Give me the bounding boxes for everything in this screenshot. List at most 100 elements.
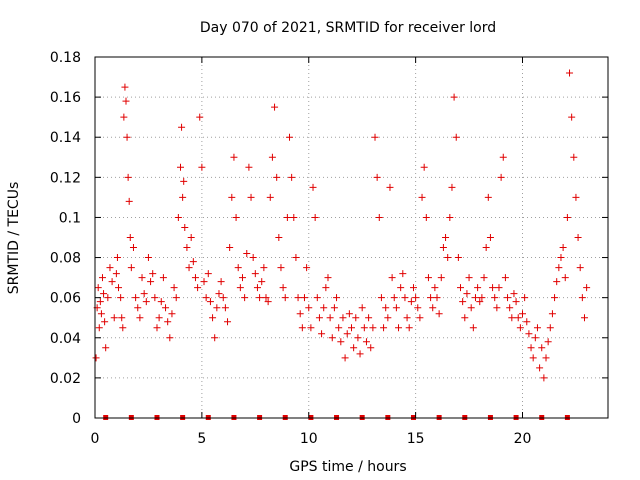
- data-point: [574, 234, 582, 241]
- grid-lines: [95, 57, 608, 418]
- data-point: [213, 304, 221, 312]
- data-point: [181, 223, 189, 231]
- data-point: [427, 294, 435, 302]
- y-tick-label: 0.14: [50, 130, 81, 146]
- data-point: [482, 244, 490, 252]
- data-point: [474, 284, 482, 292]
- data-point: [126, 234, 134, 241]
- data-point: [187, 234, 195, 241]
- data-point: [110, 314, 118, 322]
- data-point: [491, 294, 499, 302]
- data-point: [533, 324, 541, 332]
- data-point: [177, 163, 184, 171]
- data-point: [341, 354, 349, 362]
- data-point: [95, 324, 103, 332]
- data-point: [525, 330, 533, 338]
- data-point: [386, 183, 394, 191]
- data-point: [516, 324, 524, 332]
- data-point: [138, 274, 146, 282]
- data-point: [499, 153, 507, 161]
- data-point: [162, 304, 170, 312]
- data-point: [196, 113, 204, 121]
- data-point: [390, 294, 398, 302]
- data-point: [476, 298, 484, 306]
- data-point: [523, 318, 531, 326]
- data-point: [463, 290, 471, 298]
- data-point: [514, 314, 522, 322]
- data-point: [418, 193, 426, 201]
- data-point: [369, 324, 377, 332]
- data-point: [215, 290, 223, 298]
- data-point: [211, 334, 219, 342]
- data-point: [185, 264, 193, 272]
- data-point: [510, 290, 518, 298]
- data-point: [305, 304, 313, 312]
- data-point: [486, 234, 494, 241]
- data-point: [538, 344, 546, 352]
- data-point: [234, 264, 242, 272]
- data-point: [493, 304, 501, 312]
- data-point: [245, 163, 253, 171]
- data-point: [457, 284, 465, 292]
- x-tick-labels: 0 5 10 15 20: [91, 431, 532, 447]
- data-point: [435, 310, 443, 318]
- data-point: [414, 304, 422, 312]
- data-point: [324, 274, 332, 282]
- data-point: [224, 318, 232, 326]
- data-point: [576, 264, 584, 272]
- y-tick-label: 0.18: [50, 50, 81, 66]
- data-point: [337, 338, 345, 346]
- data-point: [527, 344, 535, 352]
- x-axis-label: GPS time / hours: [289, 459, 406, 475]
- data-point: [339, 314, 347, 322]
- y-tick-labels: 0 0.02 0.04 0.06 0.08 0.1 0.12 0.14 0.16 0.18: [50, 50, 81, 427]
- data-point: [480, 274, 488, 282]
- data-point: [345, 310, 353, 318]
- data-point: [200, 278, 208, 286]
- data-point: [228, 193, 236, 201]
- data-point: [101, 318, 109, 326]
- data-point: [420, 163, 428, 171]
- data-point: [431, 284, 439, 292]
- data-point: [553, 278, 561, 286]
- data-point: [147, 278, 155, 286]
- data-point: [531, 334, 539, 342]
- data-point: [519, 310, 526, 318]
- data-point: [313, 294, 321, 302]
- data-point: [544, 338, 552, 346]
- data-point: [179, 193, 187, 201]
- data-point: [504, 294, 512, 302]
- data-point: [437, 274, 445, 282]
- data-point: [568, 113, 576, 121]
- data-point: [303, 264, 311, 272]
- data-point: [450, 93, 458, 101]
- data-point: [489, 284, 497, 292]
- data-point: [288, 173, 296, 181]
- data-point: [264, 298, 272, 306]
- data-point: [330, 304, 338, 312]
- data-point: [271, 103, 279, 111]
- y-tick-label: 0.04: [50, 331, 81, 347]
- data-point: [433, 294, 441, 302]
- data-point: [112, 270, 120, 278]
- data-point: [243, 250, 251, 258]
- data-point: [178, 123, 186, 131]
- data-point: [373, 173, 381, 181]
- data-point: [465, 274, 473, 282]
- data-point: [127, 264, 135, 272]
- data-point: [442, 234, 450, 241]
- data-point: [583, 284, 591, 292]
- data-point: [115, 284, 123, 292]
- data-point: [153, 324, 161, 332]
- plot-frame: [94, 56, 609, 419]
- data-point: [311, 213, 319, 221]
- data-point: [350, 344, 358, 352]
- data-point: [117, 294, 125, 302]
- data-point: [132, 294, 140, 302]
- y-tick-label: 0.02: [50, 371, 81, 387]
- data-point: [268, 153, 276, 161]
- data-point: [230, 153, 238, 161]
- data-point: [262, 294, 270, 302]
- y-tick-label: 0.06: [50, 291, 81, 307]
- data-point: [97, 310, 105, 318]
